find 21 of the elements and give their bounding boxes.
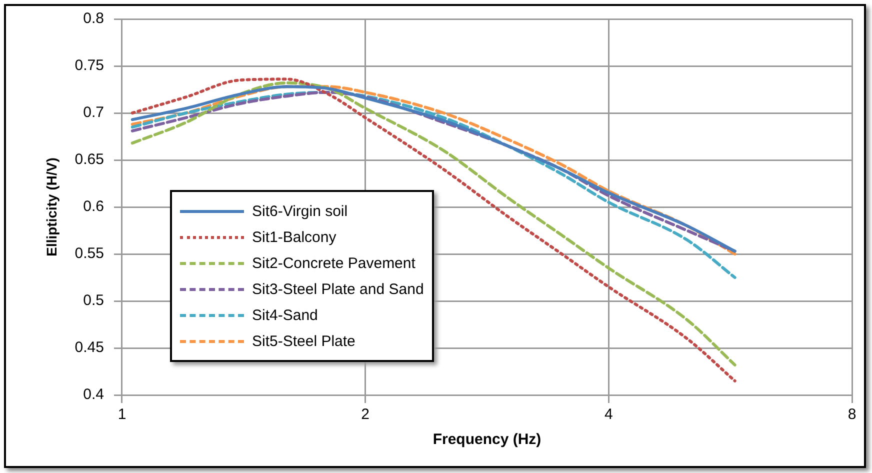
y-axis-title: Ellipticity (H/V) (43, 158, 60, 256)
y-tick-label: 0.5 (83, 292, 104, 310)
y-tick-label: 0.8 (83, 10, 104, 28)
legend-label: Sit2-Concrete Pavement (252, 254, 416, 272)
legend-label: Sit5-Steel Plate (252, 332, 356, 350)
y-tick-label: 0.65 (74, 151, 104, 168)
x-axis-title: Frequency (Hz) (432, 431, 542, 448)
legend-label: Sit1-Balcony (252, 228, 336, 246)
legend-label: Sit3-Steel Plate and Sand (252, 280, 424, 298)
x-tick-label: 8 (848, 406, 856, 424)
y-tick-label: 0.6 (83, 198, 104, 216)
y-tick-label: 0.55 (74, 245, 104, 262)
x-tick-label: 1 (118, 406, 126, 424)
legend-label: Sit6-Virgin soil (252, 202, 348, 220)
x-tick-label: 2 (361, 406, 370, 424)
y-tick-label: 0.45 (74, 339, 104, 356)
y-tick-label: 0.75 (74, 57, 104, 74)
y-tick-label: 0.4 (83, 386, 104, 404)
y-tick-label: 0.7 (83, 104, 104, 122)
x-tick-label: 4 (604, 406, 613, 424)
legend-label: Sit4-Sand (252, 306, 318, 324)
